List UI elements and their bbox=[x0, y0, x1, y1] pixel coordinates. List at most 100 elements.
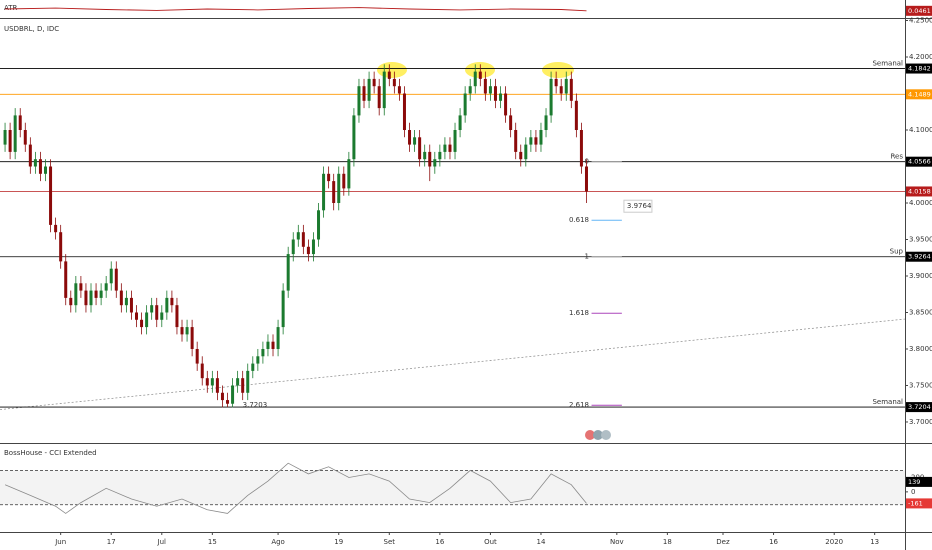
candle-body bbox=[317, 210, 321, 240]
y-tick-label: 4.1000 bbox=[909, 126, 932, 134]
candle-body bbox=[109, 268, 113, 284]
cci-box-label: 139 bbox=[908, 478, 920, 486]
candle-body bbox=[74, 283, 78, 306]
candle-body bbox=[579, 130, 583, 167]
candle-body bbox=[84, 290, 88, 306]
candle-body bbox=[256, 356, 260, 364]
y-tick-label: 3.8000 bbox=[909, 345, 932, 353]
candle-body bbox=[150, 305, 154, 313]
y-tick-label: 4.2500 bbox=[909, 17, 932, 25]
level-tag: Res bbox=[890, 153, 903, 161]
x-tick-label: Jun bbox=[54, 538, 66, 546]
candle-body bbox=[514, 130, 518, 152]
candle-body bbox=[397, 86, 401, 94]
candle-body bbox=[564, 78, 568, 94]
candle-body bbox=[28, 144, 32, 167]
candle-body bbox=[38, 159, 42, 174]
x-tick-label: 2020 bbox=[825, 538, 843, 546]
candle-body bbox=[347, 159, 351, 189]
trendline bbox=[0, 318, 906, 410]
cci-box bbox=[906, 498, 932, 509]
cci-box bbox=[906, 476, 932, 487]
candle-body bbox=[322, 173, 326, 211]
candle-body bbox=[114, 268, 118, 291]
candle-body bbox=[574, 100, 578, 131]
candle-body bbox=[306, 246, 310, 255]
candle-body bbox=[190, 327, 194, 349]
candle-body bbox=[468, 86, 472, 94]
candle-body bbox=[337, 173, 341, 203]
cci-line bbox=[4, 462, 587, 514]
x-tick-label: 15 bbox=[208, 538, 217, 546]
candle-body bbox=[332, 181, 336, 203]
price-box bbox=[906, 186, 932, 197]
cci-y-tick-label: 0 bbox=[911, 488, 915, 496]
price-box bbox=[906, 63, 932, 74]
candle-body bbox=[483, 78, 487, 94]
x-tick-label: Ago bbox=[271, 538, 285, 546]
candle-body bbox=[519, 151, 523, 160]
candle-body bbox=[549, 78, 553, 116]
candle-body bbox=[377, 86, 381, 109]
candle-body bbox=[499, 93, 503, 101]
chart-title: USDBRL, D, IDC bbox=[4, 25, 59, 33]
candle-body bbox=[119, 290, 123, 306]
candle-body bbox=[64, 261, 68, 298]
annotation: 3.7203 bbox=[243, 401, 268, 409]
level-tag: Semanal bbox=[872, 398, 903, 406]
x-tick-label: Jul bbox=[157, 538, 167, 546]
x-tick-label: 18 bbox=[663, 538, 672, 546]
candle-body bbox=[402, 93, 406, 131]
highlight bbox=[377, 62, 407, 78]
annotation-box bbox=[623, 199, 653, 213]
candle-body bbox=[418, 137, 422, 160]
candle-body bbox=[44, 166, 48, 174]
y-tick-label: 3.7500 bbox=[909, 381, 932, 389]
candle-body bbox=[129, 297, 133, 313]
candle-body bbox=[478, 71, 482, 79]
cci-band bbox=[0, 470, 905, 505]
candle-body bbox=[569, 78, 573, 101]
candle-body bbox=[94, 290, 98, 298]
fib-label: 2.618 bbox=[569, 401, 589, 409]
candle-body bbox=[387, 71, 391, 79]
candle-body bbox=[210, 378, 214, 386]
candle-body bbox=[362, 86, 366, 101]
candle-body bbox=[215, 378, 219, 393]
candle-body bbox=[286, 254, 290, 291]
candle-body bbox=[433, 159, 437, 167]
candle-body bbox=[89, 290, 93, 306]
price-box-label: 4.1489 bbox=[908, 90, 931, 98]
candle-body bbox=[231, 385, 235, 404]
candle-body bbox=[327, 173, 331, 182]
candle-body bbox=[69, 297, 73, 306]
y-tick-label: 4.0000 bbox=[909, 199, 932, 207]
price-box-label: 4.0158 bbox=[908, 187, 931, 195]
atr-box-label: 0.0461 bbox=[908, 7, 931, 15]
candle-body bbox=[79, 283, 83, 291]
x-tick-label: 16 bbox=[769, 538, 778, 546]
candle-body bbox=[554, 78, 558, 87]
x-tick-label: Out bbox=[484, 538, 497, 546]
x-tick-label: Set bbox=[384, 538, 396, 546]
candle-body bbox=[443, 144, 447, 152]
candle-body bbox=[529, 137, 533, 145]
annotation: 3.9764 bbox=[627, 202, 652, 210]
candle-body bbox=[54, 224, 58, 233]
level-tag: Sup bbox=[890, 248, 904, 256]
candle-body bbox=[311, 239, 315, 255]
candle-body bbox=[226, 400, 230, 404]
price-box bbox=[906, 251, 932, 262]
candle-body bbox=[392, 78, 396, 87]
price-box-label: 3.9264 bbox=[908, 253, 931, 261]
candle-body bbox=[8, 130, 12, 152]
candle-body bbox=[200, 363, 204, 379]
fib-label: 0.618 bbox=[569, 216, 589, 224]
candle-body bbox=[423, 151, 427, 160]
candle-body bbox=[473, 71, 477, 87]
candle-body bbox=[539, 130, 543, 145]
candle-body bbox=[145, 312, 149, 328]
x-tick-label: Dez bbox=[716, 538, 730, 546]
